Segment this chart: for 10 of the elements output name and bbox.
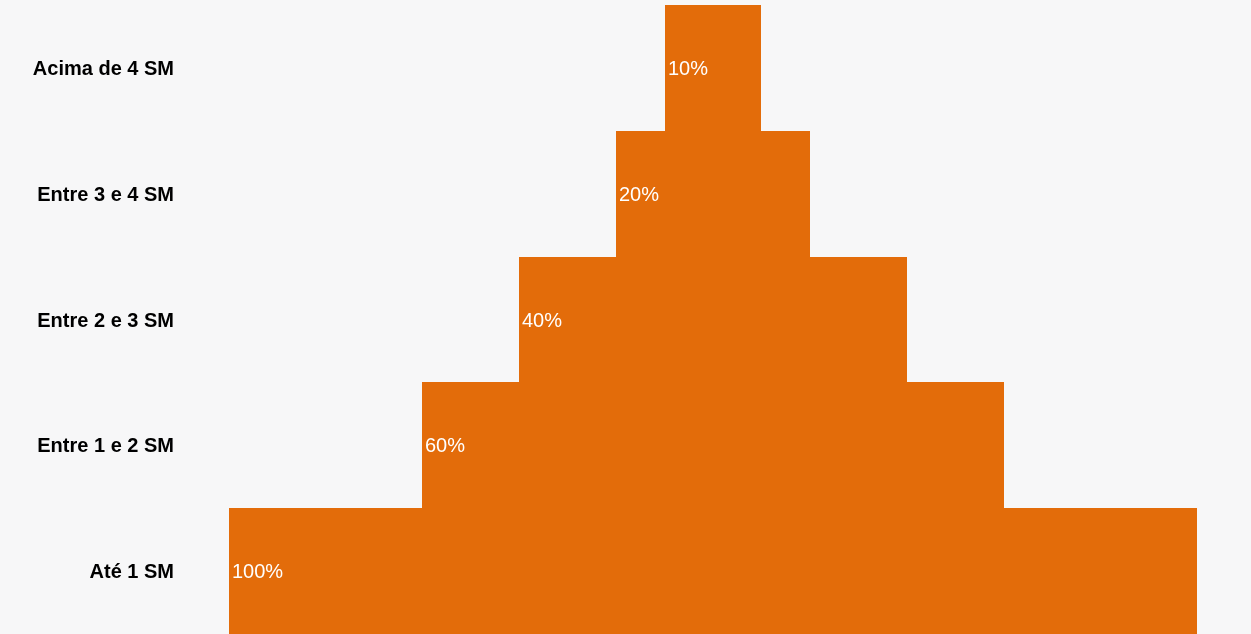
category-label: Acima de 4 SM — [32, 56, 174, 79]
category-label: Entre 1 e 2 SM — [37, 434, 174, 457]
data-label: 10% — [668, 57, 709, 79]
category-label: Entre 3 e 4 SM — [37, 182, 174, 205]
data-label: 20% — [619, 183, 660, 205]
data-label: 100% — [232, 560, 284, 582]
category-label: Entre 2 e 3 SM — [37, 308, 174, 331]
data-label: 60% — [425, 434, 466, 456]
category-label: Até 1 SM — [89, 560, 174, 583]
data-label: 40% — [522, 308, 563, 331]
